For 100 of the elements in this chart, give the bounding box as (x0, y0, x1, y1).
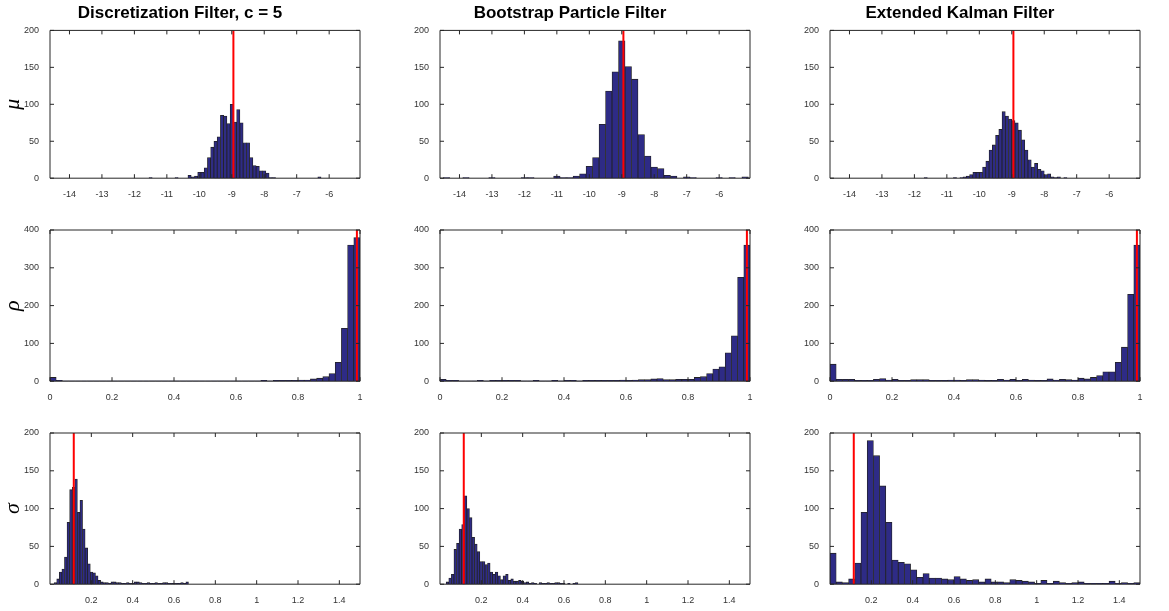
x-tick-label: -12 (517, 189, 531, 200)
y-tick-label: 50 (808, 540, 819, 551)
x-tick-label: -13 (95, 189, 109, 200)
x-tick-label: 0 (827, 392, 833, 403)
x-tick-label: 0.2 (475, 595, 488, 606)
y-tick-label: 200 (23, 24, 39, 35)
y-tick-label: 300 (23, 262, 39, 273)
x-tick-label: -8 (260, 189, 269, 200)
x-tick-label: -12 (127, 189, 141, 200)
x-tick-label: 0.2 (105, 392, 119, 403)
y-tick-label: 100 (803, 337, 819, 348)
y-tick-label: 50 (808, 135, 819, 146)
y-tick-label: 50 (418, 135, 429, 146)
x-tick-label: -10 (192, 189, 206, 200)
x-tick-label: 0.8 (599, 595, 612, 606)
x-tick-label: 0.2 (865, 595, 878, 606)
x-tick-label: 1 (747, 392, 753, 403)
x-tick-label: -9 (617, 189, 626, 200)
x-tick-label: -14 (62, 189, 76, 200)
x-tick-label: 0.2 (85, 595, 98, 606)
x-tick-label: -11 (550, 189, 564, 200)
y-tick-label: 100 (803, 503, 819, 514)
x-tick-label: 1 (1034, 595, 1040, 606)
x-tick-label: -11 (160, 189, 174, 200)
y-tick-label: 50 (418, 540, 429, 551)
y-tick-label: 150 (413, 61, 429, 72)
x-tick-label: 1 (254, 595, 260, 606)
y-tick-label: 200 (803, 24, 819, 35)
y-tick-label: 50 (28, 135, 39, 146)
x-tick-label: -6 (715, 189, 724, 200)
x-tick-label: 0.4 (906, 595, 919, 606)
x-tick-label: 0.8 (209, 595, 222, 606)
y-tick-label: 300 (413, 262, 429, 273)
chart-title: Discretization Filter, c = 5 (77, 2, 283, 22)
x-tick-label: -8 (1040, 189, 1049, 200)
y-tick-label: 150 (413, 465, 429, 476)
y-tick-label: 0 (33, 375, 39, 386)
x-tick-label: 0.6 (1009, 392, 1023, 403)
x-tick-label: -14 (452, 189, 466, 200)
y-tick-label: 100 (413, 98, 429, 109)
y-tick-label: 400 (23, 224, 39, 235)
y-tick-label: 100 (413, 503, 429, 514)
x-tick-label: 0.4 (557, 392, 571, 403)
x-tick-label: -6 (325, 189, 334, 200)
chart-title: Bootstrap Particle Filter (473, 2, 667, 22)
y-tick-label: 200 (413, 300, 429, 311)
y-tick-label: 200 (23, 300, 39, 311)
y-tick-label: 0 (423, 172, 429, 183)
x-tick-label: 1.4 (723, 595, 736, 606)
x-tick-label: 0.4 (947, 392, 961, 403)
x-tick-label: -12 (907, 189, 921, 200)
y-tick-label: 200 (803, 300, 819, 311)
y-tick-label: 0 (813, 375, 819, 386)
x-tick-label: -11 (940, 189, 954, 200)
x-tick-label: -13 (485, 189, 499, 200)
x-tick-label: 0.6 (229, 392, 243, 403)
x-tick-label: 0.2 (495, 392, 509, 403)
y-tick-label: 100 (803, 98, 819, 109)
x-tick-label: 0 (437, 392, 443, 403)
x-tick-label: -10 (972, 189, 986, 200)
x-tick-label: 0.8 (681, 392, 695, 403)
y-tick-label: 0 (813, 172, 819, 183)
x-tick-label: 0.4 (126, 595, 139, 606)
x-tick-label: -14 (842, 189, 856, 200)
y-axis-title: μ (0, 98, 24, 111)
x-tick-label: 0 (47, 392, 53, 403)
x-tick-label: 0.6 (947, 595, 961, 606)
y-tick-label: 0 (423, 578, 429, 589)
y-tick-label: 150 (803, 465, 819, 476)
x-tick-label: 0.6 (557, 595, 571, 606)
x-tick-label: -7 (1072, 189, 1081, 200)
y-tick-label: 150 (23, 61, 39, 72)
y-tick-label: 0 (33, 172, 39, 183)
x-tick-label: -10 (582, 189, 596, 200)
y-tick-label: 100 (413, 337, 429, 348)
x-tick-label: 0.8 (1071, 392, 1085, 403)
y-tick-label: 50 (28, 540, 39, 551)
y-tick-label: 0 (33, 578, 39, 589)
x-tick-label: 0.6 (619, 392, 633, 403)
x-tick-label: 1.2 (291, 595, 305, 606)
x-tick-label: 1 (1137, 392, 1143, 403)
x-tick-label: 0.6 (167, 595, 181, 606)
x-tick-label: 1.2 (1071, 595, 1085, 606)
y-tick-label: 200 (413, 24, 429, 35)
x-tick-label: 0.8 (989, 595, 1002, 606)
x-tick-label: -7 (292, 189, 301, 200)
y-tick-label: 300 (803, 262, 819, 273)
y-tick-label: 400 (803, 224, 819, 235)
y-tick-label: 0 (813, 578, 819, 589)
x-tick-label: 1 (357, 392, 363, 403)
x-tick-label: -6 (1105, 189, 1114, 200)
y-tick-label: 400 (413, 224, 429, 235)
x-tick-label: 1.4 (1113, 595, 1126, 606)
y-tick-label: 100 (23, 337, 39, 348)
x-tick-label: -9 (1007, 189, 1016, 200)
y-tick-label: 150 (803, 61, 819, 72)
y-axis-title: ρ (0, 300, 24, 312)
x-tick-label: -7 (682, 189, 691, 200)
x-tick-label: 0.4 (167, 392, 181, 403)
x-tick-label: 0.4 (516, 595, 529, 606)
